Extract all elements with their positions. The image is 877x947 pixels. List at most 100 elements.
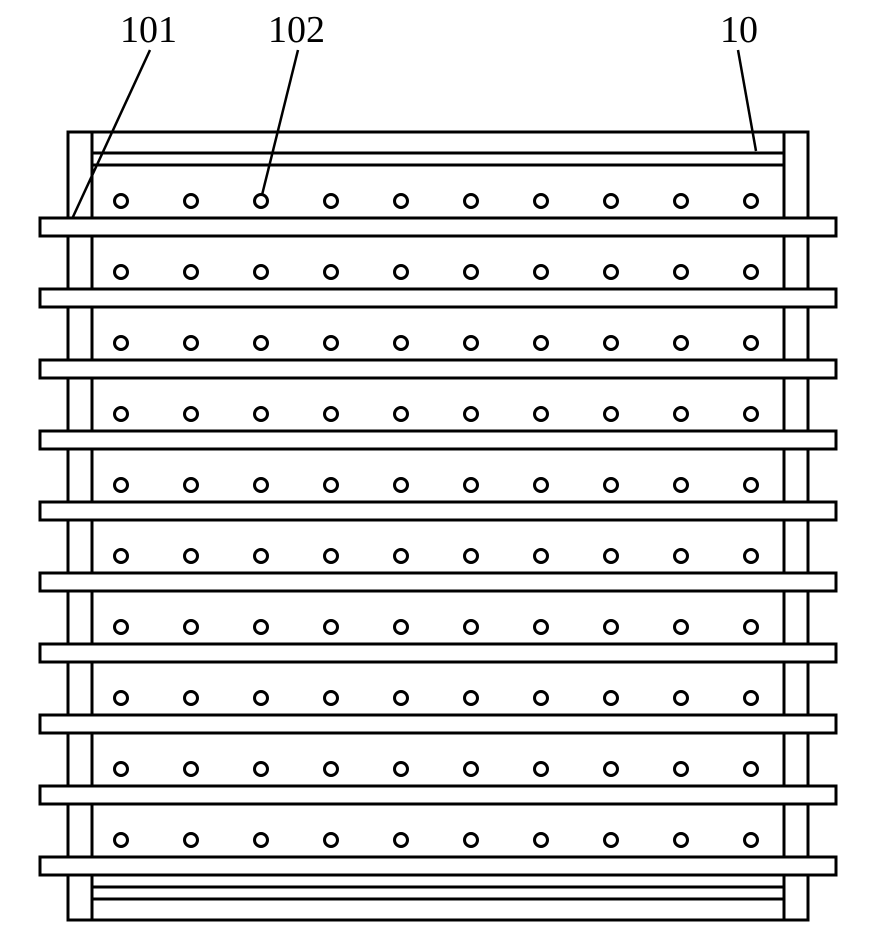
leaders-layer <box>72 50 756 219</box>
grid-circle <box>255 266 268 279</box>
callout-label: 101 <box>120 9 177 51</box>
horizontal-bar <box>40 502 836 520</box>
grid-circle <box>395 479 408 492</box>
grid-circle <box>675 266 688 279</box>
grid-circle <box>745 195 758 208</box>
grid-circle <box>115 337 128 350</box>
diagram-root: 101 102 10 <box>0 0 877 947</box>
grid-circle <box>395 834 408 847</box>
grid-circle <box>185 692 198 705</box>
grid-circle <box>185 266 198 279</box>
grid-circle <box>395 408 408 421</box>
grid-circle <box>115 479 128 492</box>
grid-circle <box>535 337 548 350</box>
grid-circle <box>395 266 408 279</box>
grid-circle <box>535 763 548 776</box>
grid-circle <box>325 621 338 634</box>
grid-circle <box>115 550 128 563</box>
grid-circle <box>535 266 548 279</box>
grid-circle <box>675 337 688 350</box>
grid-circle <box>255 195 268 208</box>
grid-circle <box>185 834 198 847</box>
grid-circle <box>325 266 338 279</box>
horizontal-bar <box>40 360 836 378</box>
bars-layer <box>40 218 836 875</box>
horizontal-bar <box>40 218 836 236</box>
grid-circle <box>255 337 268 350</box>
horizontal-bar <box>40 644 836 662</box>
horizontal-bar <box>40 573 836 591</box>
grid-circle <box>115 266 128 279</box>
grid-circle <box>325 408 338 421</box>
grid-circle <box>535 479 548 492</box>
grid-circle <box>185 763 198 776</box>
grid-circle <box>675 692 688 705</box>
grid-circle <box>115 408 128 421</box>
grid-circle <box>675 834 688 847</box>
grid-circle <box>745 550 758 563</box>
grid-circle <box>325 479 338 492</box>
grid-circle <box>675 550 688 563</box>
grid-circle <box>535 621 548 634</box>
grid-circle <box>605 692 618 705</box>
grid-circle <box>395 692 408 705</box>
leader-line <box>262 50 298 195</box>
grid-circle <box>255 621 268 634</box>
grid-circle <box>745 834 758 847</box>
grid-circle <box>255 834 268 847</box>
grid-circle <box>185 337 198 350</box>
grid-circle <box>745 479 758 492</box>
grid-circle <box>745 266 758 279</box>
leader-line <box>72 50 150 219</box>
grid-circle <box>395 763 408 776</box>
grid-circle <box>395 550 408 563</box>
grid-circle <box>745 621 758 634</box>
grid-circle <box>465 479 478 492</box>
grid-circle <box>675 763 688 776</box>
grid-circle <box>185 195 198 208</box>
grid-circle <box>605 621 618 634</box>
grid-circle <box>395 621 408 634</box>
grid-circle <box>185 479 198 492</box>
grid-circle <box>465 266 478 279</box>
grid-circle <box>465 621 478 634</box>
grid-circle <box>465 408 478 421</box>
grid-circle <box>185 408 198 421</box>
grid-circle <box>115 621 128 634</box>
grid-circle <box>115 763 128 776</box>
grid-circle <box>185 550 198 563</box>
grid-circle <box>675 195 688 208</box>
horizontal-bar <box>40 715 836 733</box>
horizontal-bar <box>40 431 836 449</box>
grid-circle <box>745 692 758 705</box>
grid-circle <box>325 550 338 563</box>
grid-circle <box>325 692 338 705</box>
grid-circle <box>605 266 618 279</box>
grid-circle <box>535 550 548 563</box>
grid-circle <box>325 195 338 208</box>
grid-circle <box>115 834 128 847</box>
grid-circle <box>675 621 688 634</box>
horizontal-bar <box>40 857 836 875</box>
grid-circle <box>465 834 478 847</box>
grid-circle <box>325 337 338 350</box>
grid-circle <box>255 692 268 705</box>
grid-circle <box>605 550 618 563</box>
callout-label: 10 <box>720 9 758 51</box>
grid-circle <box>325 834 338 847</box>
labels-layer: 101 102 10 <box>120 9 758 51</box>
grid-circle <box>535 834 548 847</box>
grid-circle <box>115 195 128 208</box>
grid-circle <box>325 763 338 776</box>
grid-circle <box>255 763 268 776</box>
horizontal-bar <box>40 289 836 307</box>
grid-circle <box>535 408 548 421</box>
grid-circle <box>255 479 268 492</box>
grid-circle <box>675 408 688 421</box>
callout-label: 102 <box>268 9 325 51</box>
grid-circle <box>255 550 268 563</box>
horizontal-bar <box>40 786 836 804</box>
grid-circle <box>185 621 198 634</box>
grid-circle <box>605 763 618 776</box>
leader-line <box>738 50 756 151</box>
